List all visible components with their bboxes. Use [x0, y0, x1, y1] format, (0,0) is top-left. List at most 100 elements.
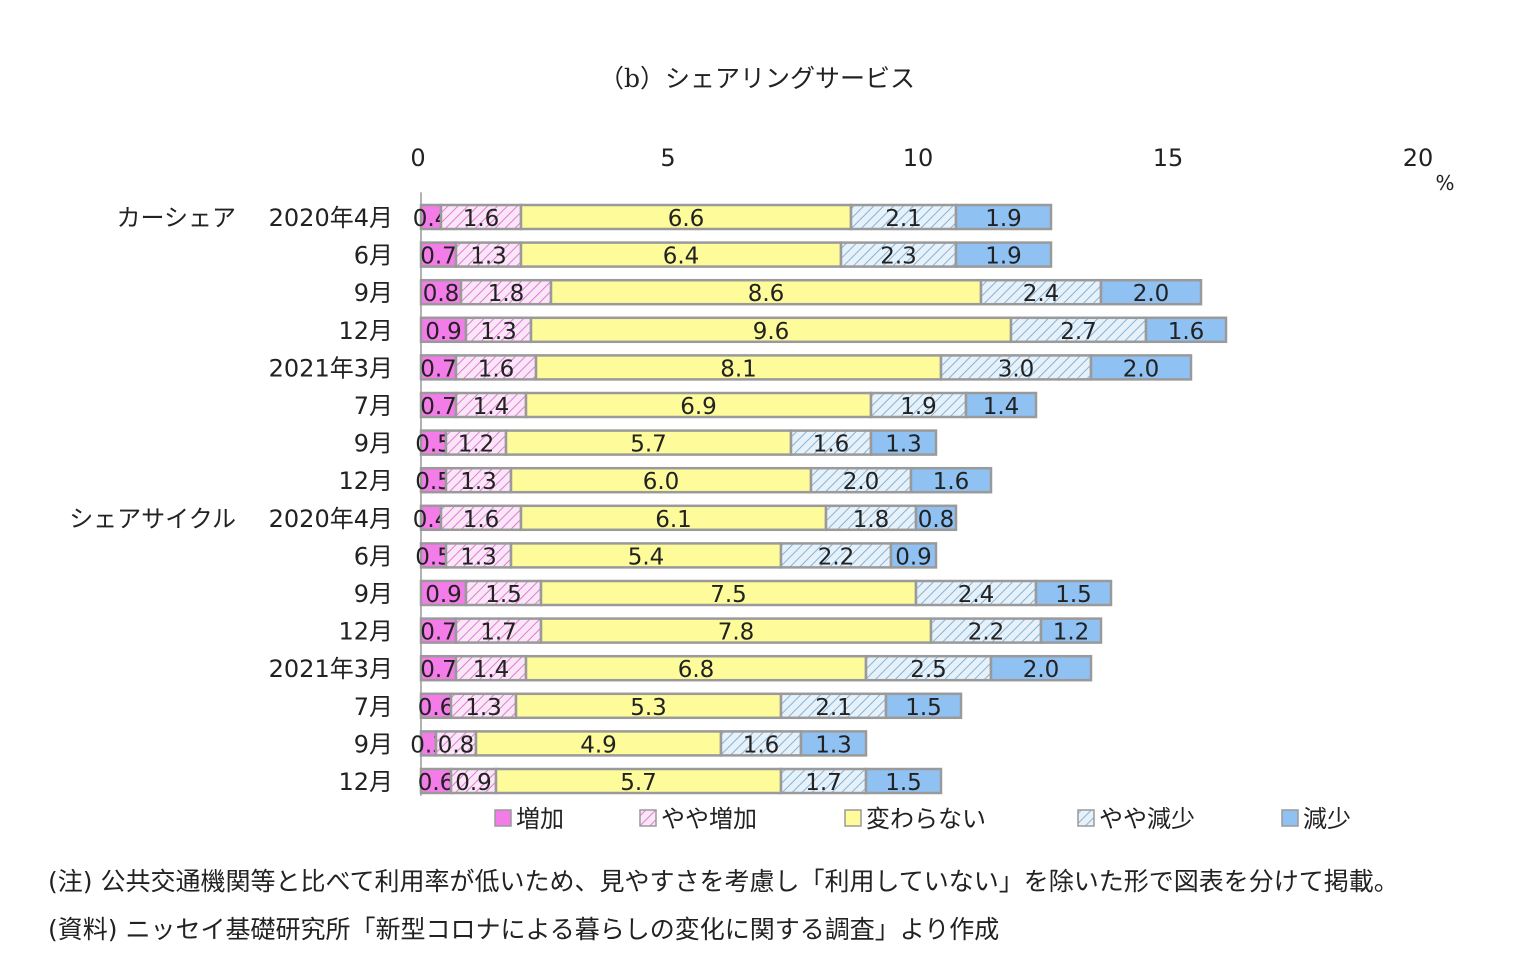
- data-label: 1.3: [460, 469, 497, 495]
- legend-swatch: [1281, 809, 1299, 827]
- category-label: 12月: [338, 768, 393, 796]
- bar-segment: [419, 241, 458, 268]
- bar-segment: [419, 617, 458, 644]
- category-label: 9月: [354, 730, 393, 758]
- category-label: 6月: [354, 542, 393, 570]
- data-label: 2.2: [968, 620, 1005, 646]
- data-label: 8.6: [748, 281, 785, 307]
- data-label: 1.3: [480, 319, 517, 345]
- data-label: 1.3: [460, 544, 497, 570]
- data-label: 2.0: [1123, 356, 1160, 382]
- category-label: 12月: [338, 317, 393, 345]
- data-label: 2.1: [885, 206, 922, 232]
- data-label: 0.9: [425, 582, 462, 608]
- bar-segment: [914, 579, 1038, 607]
- data-label: 1.5: [1055, 582, 1092, 608]
- legend-swatch: [844, 809, 862, 827]
- data-label: 1.3: [885, 432, 922, 458]
- legend-swatch: [1077, 809, 1095, 827]
- bar-segment: [779, 767, 868, 795]
- data-label: 0.7: [420, 244, 457, 270]
- data-label: 1.9: [985, 244, 1022, 270]
- chart-title: （b）シェアリングサービス: [599, 64, 915, 93]
- data-label: 5.4: [628, 544, 665, 570]
- data-label: 1.5: [485, 582, 522, 608]
- bar-segment: [454, 241, 523, 268]
- bar-segment: [719, 730, 803, 757]
- category-label: 9月: [354, 580, 393, 608]
- data-label: 0.9: [425, 319, 462, 345]
- bar-segment: [539, 617, 933, 644]
- bars: 0.4 1.6 6.6 2.1 1.90.7 1.3 6.4 2.3 1.90.8 1.8 8.6 2…: [410, 203, 1228, 796]
- data-label: 1.7: [480, 620, 517, 646]
- bar-segment: [454, 391, 528, 419]
- data-label: 0.8: [423, 281, 460, 307]
- data-label: 1.5: [885, 770, 922, 796]
- category-label: 9月: [354, 430, 393, 458]
- data-label: 0.6: [418, 695, 455, 721]
- bar-segment: [434, 730, 478, 757]
- data-label: 1.6: [813, 432, 850, 458]
- bar-segment: [954, 241, 1053, 268]
- bar-segment: [964, 391, 1038, 419]
- data-label: 1.4: [983, 394, 1020, 420]
- category-label: 6月: [354, 242, 393, 270]
- data-label: 0.7: [420, 657, 457, 683]
- bar-segment: [454, 354, 538, 381]
- data-label: 9.6: [753, 319, 790, 345]
- data-label: 1.6: [463, 507, 500, 533]
- bar-segment: [464, 316, 533, 344]
- data-label: 4.9: [580, 732, 617, 758]
- data-label: 2.2: [818, 544, 855, 570]
- bar-segment: [979, 278, 1103, 306]
- bar-segment: [989, 654, 1093, 682]
- data-label: 0.8: [438, 732, 475, 758]
- data-label: 6.1: [655, 507, 692, 533]
- data-label: 7.5: [710, 582, 747, 608]
- legend-label: やや減少: [1099, 805, 1195, 833]
- data-label: 1.2: [1053, 620, 1090, 646]
- bar-segment: [1034, 579, 1113, 607]
- category-label: 2021年3月: [269, 354, 393, 382]
- bar-segment: [789, 429, 873, 456]
- bar-segment: [909, 466, 993, 494]
- legend-swatch: [494, 809, 512, 827]
- bar-segment: [419, 542, 448, 569]
- data-label: 2.7: [1060, 319, 1097, 345]
- bar-segment: [1099, 278, 1203, 306]
- data-label: 0.8: [918, 507, 955, 533]
- data-label: 2.1: [815, 695, 852, 721]
- bar-segment: [1039, 617, 1103, 644]
- data-label: 2.5: [910, 657, 947, 683]
- data-label: 0.9: [895, 544, 932, 570]
- bar-segment: [939, 354, 1093, 381]
- legend: 増加 やや増加 変わらない やや減少 減少: [494, 805, 1351, 833]
- bar-segment: [444, 542, 513, 569]
- data-label: 2.0: [1023, 657, 1060, 683]
- data-label: 2.4: [958, 582, 995, 608]
- bar-segment: [419, 429, 448, 456]
- bar-segment: [1144, 316, 1228, 344]
- x-tick-label: 5: [660, 144, 675, 172]
- bar-segment: [454, 617, 543, 644]
- bar-segment: [849, 203, 958, 231]
- data-label: 5.7: [630, 432, 667, 458]
- data-label: 2.3: [880, 244, 917, 270]
- bar-segment: [914, 504, 958, 532]
- bar-segment: [509, 466, 813, 494]
- data-label: 0.7: [420, 620, 457, 646]
- bar-segment: [954, 203, 1053, 231]
- bar-segment: [449, 692, 518, 720]
- bar-segment: [494, 767, 783, 795]
- bar-segment: [884, 692, 963, 720]
- category-label: 2020年4月: [269, 505, 393, 533]
- bar-segment: [529, 316, 1013, 344]
- data-label: 0.9: [455, 770, 492, 796]
- bar-segment: [809, 466, 913, 494]
- category-label: 2021年3月: [269, 655, 393, 683]
- data-label: 1.3: [465, 695, 502, 721]
- x-tick-label: 15: [1153, 144, 1184, 172]
- category-label: 2020年4月: [269, 204, 393, 232]
- chart-source: (資料) ニッセイ基礎研究所「新型コロナによる暮らしの変化に関する調査」より作成: [48, 915, 1000, 944]
